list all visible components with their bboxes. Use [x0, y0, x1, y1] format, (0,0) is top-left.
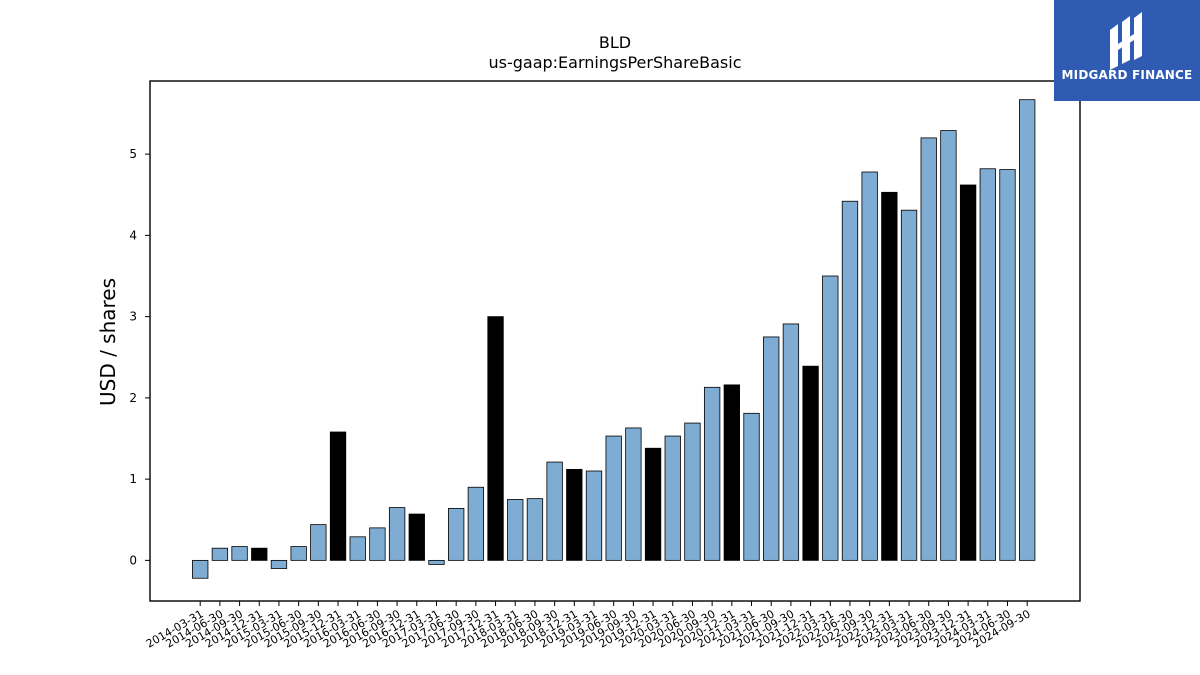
- bar-2015-06-30: [290, 546, 307, 561]
- bar-2024-06-30: [999, 169, 1016, 561]
- bar-2014-03-31: [192, 559, 209, 579]
- bar-2023-06-30: [920, 137, 937, 561]
- bar-2015-09-30: [310, 524, 327, 561]
- bar-2019-12-31: [644, 447, 662, 561]
- bar-2020-03-31: [664, 435, 681, 561]
- y-ticks-group: 0 1 2 3 4 5: [129, 147, 150, 567]
- plot-frame: [149, 80, 1081, 602]
- bar-2021-06-30: [763, 336, 780, 561]
- x-ticks-group: 2014-03-312014-06-302014-09-302014-12-31…: [144, 601, 1033, 651]
- bar-2021-09-30: [782, 323, 800, 561]
- bar-2017-09-30: [467, 486, 485, 561]
- bar-2019-06-30: [605, 435, 622, 561]
- bar-2024-09-30: [1019, 99, 1036, 561]
- midgard-logo-icon: [1110, 12, 1142, 70]
- bar-2016-09-30: [388, 507, 406, 561]
- bar-2021-12-31: [802, 365, 819, 561]
- bar-2019-09-30: [625, 427, 642, 561]
- bar-2015-03-31: [270, 559, 288, 569]
- bar-2016-12-31: [408, 513, 425, 561]
- bar-2023-09-30: [940, 130, 957, 561]
- bar-2016-03-31: [349, 536, 366, 561]
- bar-2018-03-31: [507, 499, 524, 561]
- bar-2016-06-30: [369, 527, 386, 561]
- bar-2023-03-31: [900, 209, 918, 561]
- bar-2022-06-30: [841, 200, 859, 561]
- bar-2014-12-31: [251, 547, 268, 561]
- bar-2019-03-31: [585, 470, 603, 561]
- logo: MIDGARD FINANCE: [1054, 0, 1200, 101]
- bar-2014-09-30: [231, 546, 248, 561]
- bar-2018-09-30: [546, 461, 563, 561]
- bars-group: [192, 99, 1036, 579]
- bar-2018-12-31: [566, 468, 583, 561]
- bar-2018-06-30: [526, 498, 544, 561]
- y-tick-label: 3: [129, 310, 137, 324]
- bar-2020-12-31: [723, 384, 740, 561]
- bar-2014-06-30: [211, 547, 229, 561]
- bar-2015-12-31: [329, 431, 347, 561]
- bar-2017-06-30: [448, 507, 465, 561]
- y-tick-label: 5: [129, 147, 137, 161]
- y-tick-label: 0: [129, 553, 137, 567]
- chart-subtitle: us-gaap:EarningsPerShareBasic: [488, 53, 741, 72]
- bar-2022-03-31: [822, 275, 839, 561]
- bar-2020-09-30: [703, 386, 721, 561]
- bar-2022-12-31: [881, 191, 898, 561]
- bar-2022-09-30: [861, 171, 878, 561]
- logo-text: MIDGARD FINANCE: [1061, 68, 1193, 82]
- chart-title: BLD: [599, 33, 631, 52]
- bar-2020-06-30: [684, 422, 701, 561]
- bar-2017-03-31: [428, 559, 445, 565]
- y-tick-label: 1: [129, 472, 137, 486]
- y-tick-label: 2: [129, 391, 137, 405]
- bar-2023-12-31: [959, 184, 977, 561]
- bar-2024-03-31: [979, 168, 996, 561]
- bar-2021-03-31: [743, 412, 760, 561]
- bar-2017-12-31: [487, 316, 504, 561]
- y-tick-label: 4: [129, 228, 137, 242]
- y-axis-label: USD / shares: [96, 278, 120, 406]
